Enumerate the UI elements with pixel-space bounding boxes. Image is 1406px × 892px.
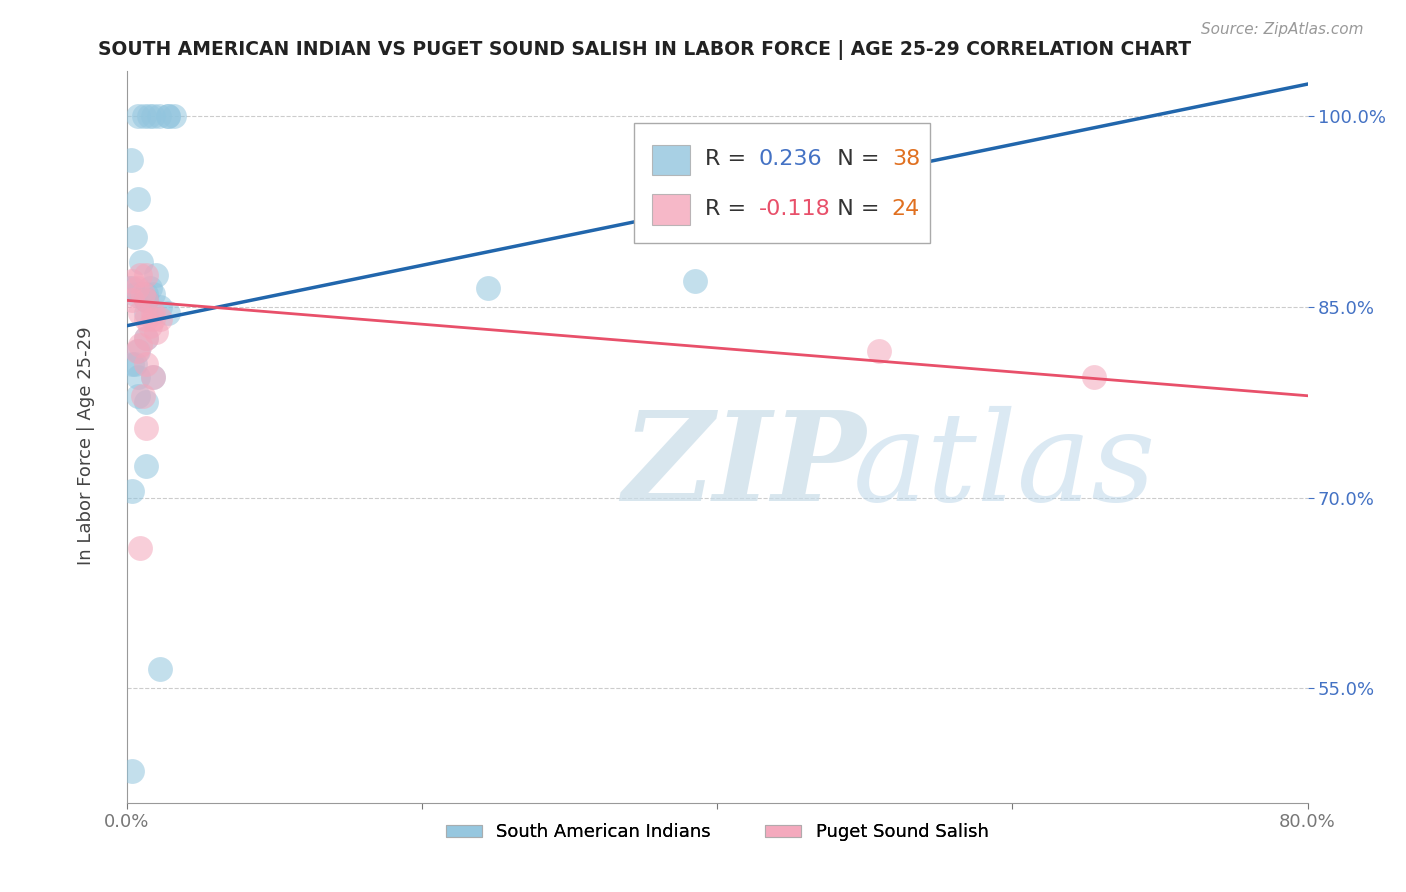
Text: In Labor Force | Age 25-29: In Labor Force | Age 25-29 [77,326,96,566]
Text: atlas: atlas [853,406,1156,527]
Point [135,306,157,320]
Text: 0.236: 0.236 [758,149,823,169]
Point [135,458,157,473]
Point [135,293,157,308]
Point [118,280,141,294]
Text: N =: N = [824,199,887,219]
Text: N =: N = [824,149,887,169]
Point [121,293,143,308]
Point [121,484,143,499]
Point [142,109,165,123]
Point [127,344,149,359]
Point [129,255,153,269]
FancyBboxPatch shape [652,145,690,175]
Point [121,280,143,294]
Text: -0.118: -0.118 [758,199,830,219]
Point [125,344,148,359]
Point [128,268,150,282]
Point [132,389,155,403]
Point [142,369,165,384]
Point [163,109,186,123]
Point [683,274,706,288]
Point [134,109,156,123]
Point [1083,369,1105,384]
Point [142,312,165,326]
Point [124,229,146,244]
FancyBboxPatch shape [634,122,929,244]
Point [477,280,499,294]
Point [127,109,149,123]
Point [138,109,160,123]
Point [142,369,165,384]
Point [127,389,149,403]
Point [135,357,157,371]
Point [139,280,162,294]
Point [121,274,143,288]
Point [121,764,143,778]
Text: Source: ZipAtlas.com: Source: ZipAtlas.com [1201,22,1364,37]
Point [156,306,179,320]
Point [156,109,179,123]
Point [149,300,172,314]
Point [149,312,172,326]
Point [142,287,165,301]
Point [120,153,142,168]
Point [135,287,157,301]
Text: ZIP: ZIP [623,406,866,527]
Point [127,369,149,384]
Point [139,318,162,333]
Point [149,662,172,676]
Point [124,287,146,301]
Point [135,293,157,308]
Point [121,357,143,371]
Point [135,293,157,308]
Point [135,312,157,326]
Point [156,109,179,123]
Point [135,331,157,345]
Text: SOUTH AMERICAN INDIAN VS PUGET SOUND SALISH IN LABOR FORCE | AGE 25-29 CORRELATI: SOUTH AMERICAN INDIAN VS PUGET SOUND SAL… [98,40,1191,60]
Text: 24: 24 [891,199,920,219]
Point [142,306,165,320]
Point [135,268,157,282]
Point [125,280,148,294]
Point [145,268,167,282]
Point [135,395,157,409]
Point [128,306,150,320]
Point [128,338,150,352]
Text: R =: R = [706,199,754,219]
Text: R =: R = [706,149,754,169]
FancyBboxPatch shape [652,194,690,225]
Point [145,325,167,339]
Point [135,331,157,345]
Point [135,420,157,434]
Point [148,109,170,123]
Text: 38: 38 [891,149,920,169]
Point [124,357,146,371]
Point [127,192,149,206]
Point [869,344,891,359]
Point [128,541,150,556]
Point [132,287,155,301]
Legend: South American Indians, Puget Sound Salish: South American Indians, Puget Sound Sali… [439,816,995,848]
